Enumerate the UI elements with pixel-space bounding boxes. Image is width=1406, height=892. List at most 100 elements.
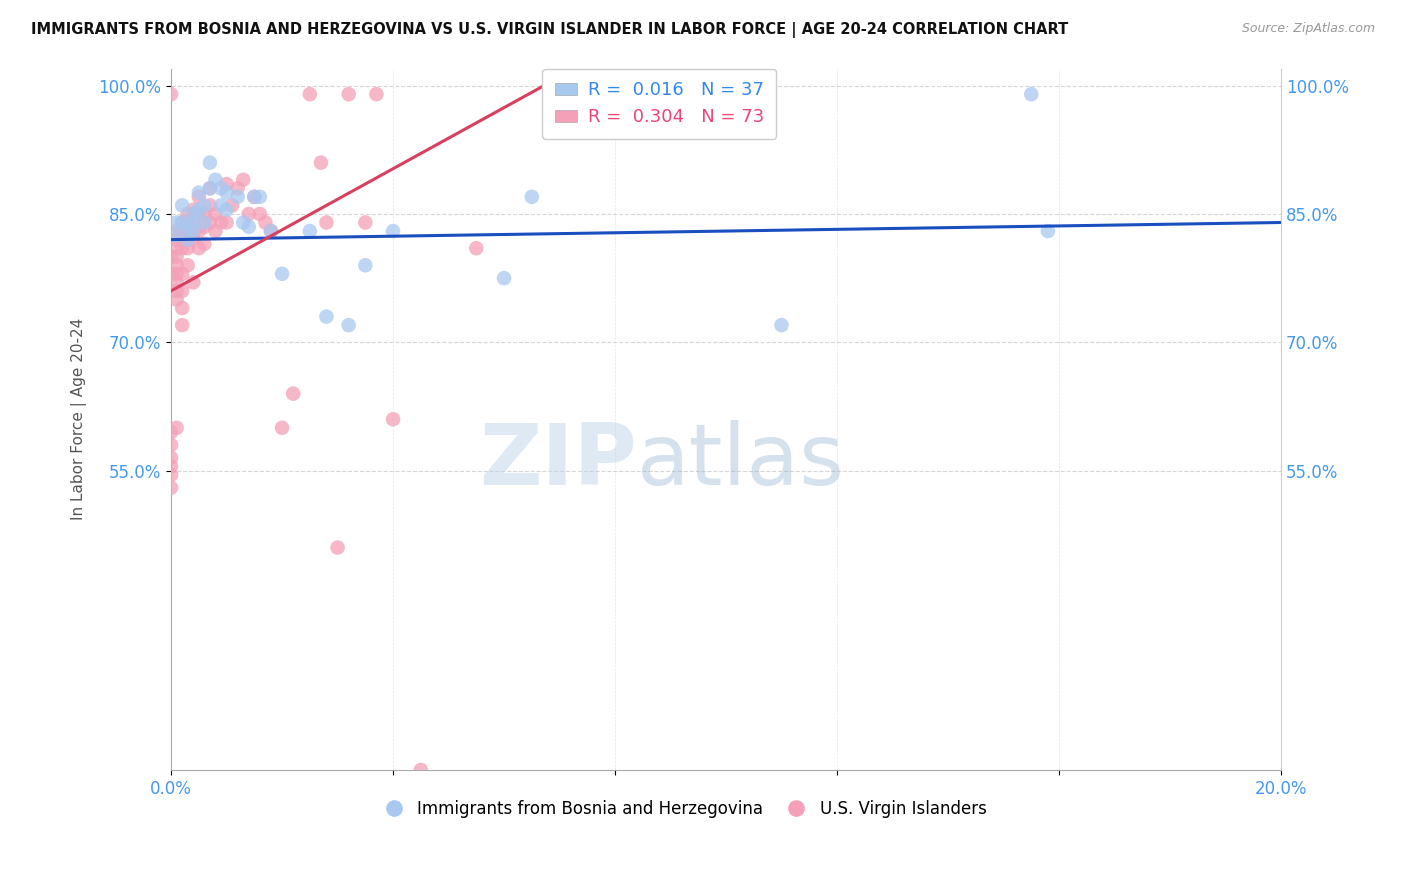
Point bbox=[238, 207, 260, 221]
Point bbox=[298, 87, 321, 102]
Point bbox=[226, 190, 249, 204]
Point bbox=[198, 198, 221, 212]
Point bbox=[226, 181, 249, 195]
Point bbox=[198, 181, 221, 195]
Point bbox=[187, 186, 209, 200]
Point bbox=[166, 233, 188, 247]
Point bbox=[260, 224, 283, 238]
Point bbox=[193, 207, 215, 221]
Point bbox=[181, 207, 204, 221]
Point bbox=[172, 267, 194, 281]
Point bbox=[366, 87, 388, 102]
Point bbox=[198, 215, 221, 229]
Point bbox=[177, 258, 200, 272]
Point bbox=[209, 215, 232, 229]
Point bbox=[160, 481, 183, 495]
Point bbox=[193, 236, 215, 251]
Point bbox=[166, 258, 188, 272]
Point bbox=[492, 271, 515, 285]
Point bbox=[465, 241, 488, 255]
Point bbox=[172, 284, 194, 298]
Point bbox=[177, 241, 200, 255]
Point bbox=[172, 233, 194, 247]
Point bbox=[172, 241, 194, 255]
Point bbox=[160, 425, 183, 439]
Point bbox=[187, 190, 209, 204]
Point bbox=[172, 224, 194, 238]
Point bbox=[166, 224, 188, 238]
Point bbox=[260, 224, 283, 238]
Point bbox=[204, 172, 226, 186]
Point bbox=[193, 198, 215, 212]
Point bbox=[172, 215, 194, 229]
Legend: Immigrants from Bosnia and Herzegovina, U.S. Virgin Islanders: Immigrants from Bosnia and Herzegovina, … bbox=[370, 794, 993, 825]
Point bbox=[160, 438, 183, 452]
Point bbox=[337, 318, 360, 333]
Point bbox=[215, 215, 238, 229]
Point bbox=[166, 228, 188, 243]
Point bbox=[181, 224, 204, 238]
Point bbox=[166, 241, 188, 255]
Point bbox=[181, 215, 204, 229]
Point bbox=[187, 224, 209, 238]
Point bbox=[315, 310, 337, 324]
Point bbox=[215, 177, 238, 191]
Point bbox=[271, 421, 294, 435]
Point bbox=[172, 215, 194, 229]
Point bbox=[177, 215, 200, 229]
Point bbox=[181, 224, 204, 238]
Point bbox=[193, 219, 215, 234]
Text: ZIP: ZIP bbox=[479, 420, 637, 503]
Point bbox=[198, 155, 221, 169]
Point bbox=[166, 250, 188, 264]
Point bbox=[160, 267, 183, 281]
Point bbox=[382, 412, 405, 426]
Point bbox=[232, 215, 254, 229]
Point bbox=[221, 198, 243, 212]
Point bbox=[160, 467, 183, 482]
Point bbox=[209, 198, 232, 212]
Point bbox=[166, 267, 188, 281]
Point bbox=[177, 233, 200, 247]
Point bbox=[249, 207, 271, 221]
Point bbox=[160, 87, 183, 102]
Point bbox=[177, 219, 200, 234]
Point bbox=[177, 233, 200, 247]
Point bbox=[166, 276, 188, 290]
Point bbox=[249, 190, 271, 204]
Point bbox=[309, 155, 332, 169]
Point bbox=[166, 284, 188, 298]
Point bbox=[187, 202, 209, 217]
Point bbox=[172, 198, 194, 212]
Point bbox=[172, 318, 194, 333]
Point bbox=[204, 207, 226, 221]
Point bbox=[166, 293, 188, 307]
Point bbox=[160, 250, 183, 264]
Point bbox=[160, 450, 183, 465]
Point bbox=[187, 241, 209, 255]
Point bbox=[215, 186, 238, 200]
Point bbox=[204, 224, 226, 238]
Point bbox=[770, 318, 793, 333]
Point bbox=[172, 301, 194, 315]
Point bbox=[181, 202, 204, 217]
Point bbox=[1036, 224, 1059, 238]
Point bbox=[177, 224, 200, 238]
Y-axis label: In Labor Force | Age 20-24: In Labor Force | Age 20-24 bbox=[72, 318, 87, 520]
Point bbox=[354, 215, 377, 229]
Point bbox=[243, 190, 266, 204]
Point bbox=[209, 181, 232, 195]
Point bbox=[326, 541, 349, 555]
Point bbox=[198, 181, 221, 195]
Point bbox=[181, 233, 204, 247]
Point bbox=[520, 190, 543, 204]
Point bbox=[187, 207, 209, 221]
Point bbox=[298, 224, 321, 238]
Point bbox=[166, 215, 188, 229]
Point bbox=[232, 172, 254, 186]
Point bbox=[160, 459, 183, 474]
Point bbox=[215, 202, 238, 217]
Point bbox=[181, 215, 204, 229]
Point bbox=[1019, 87, 1042, 102]
Point bbox=[271, 267, 294, 281]
